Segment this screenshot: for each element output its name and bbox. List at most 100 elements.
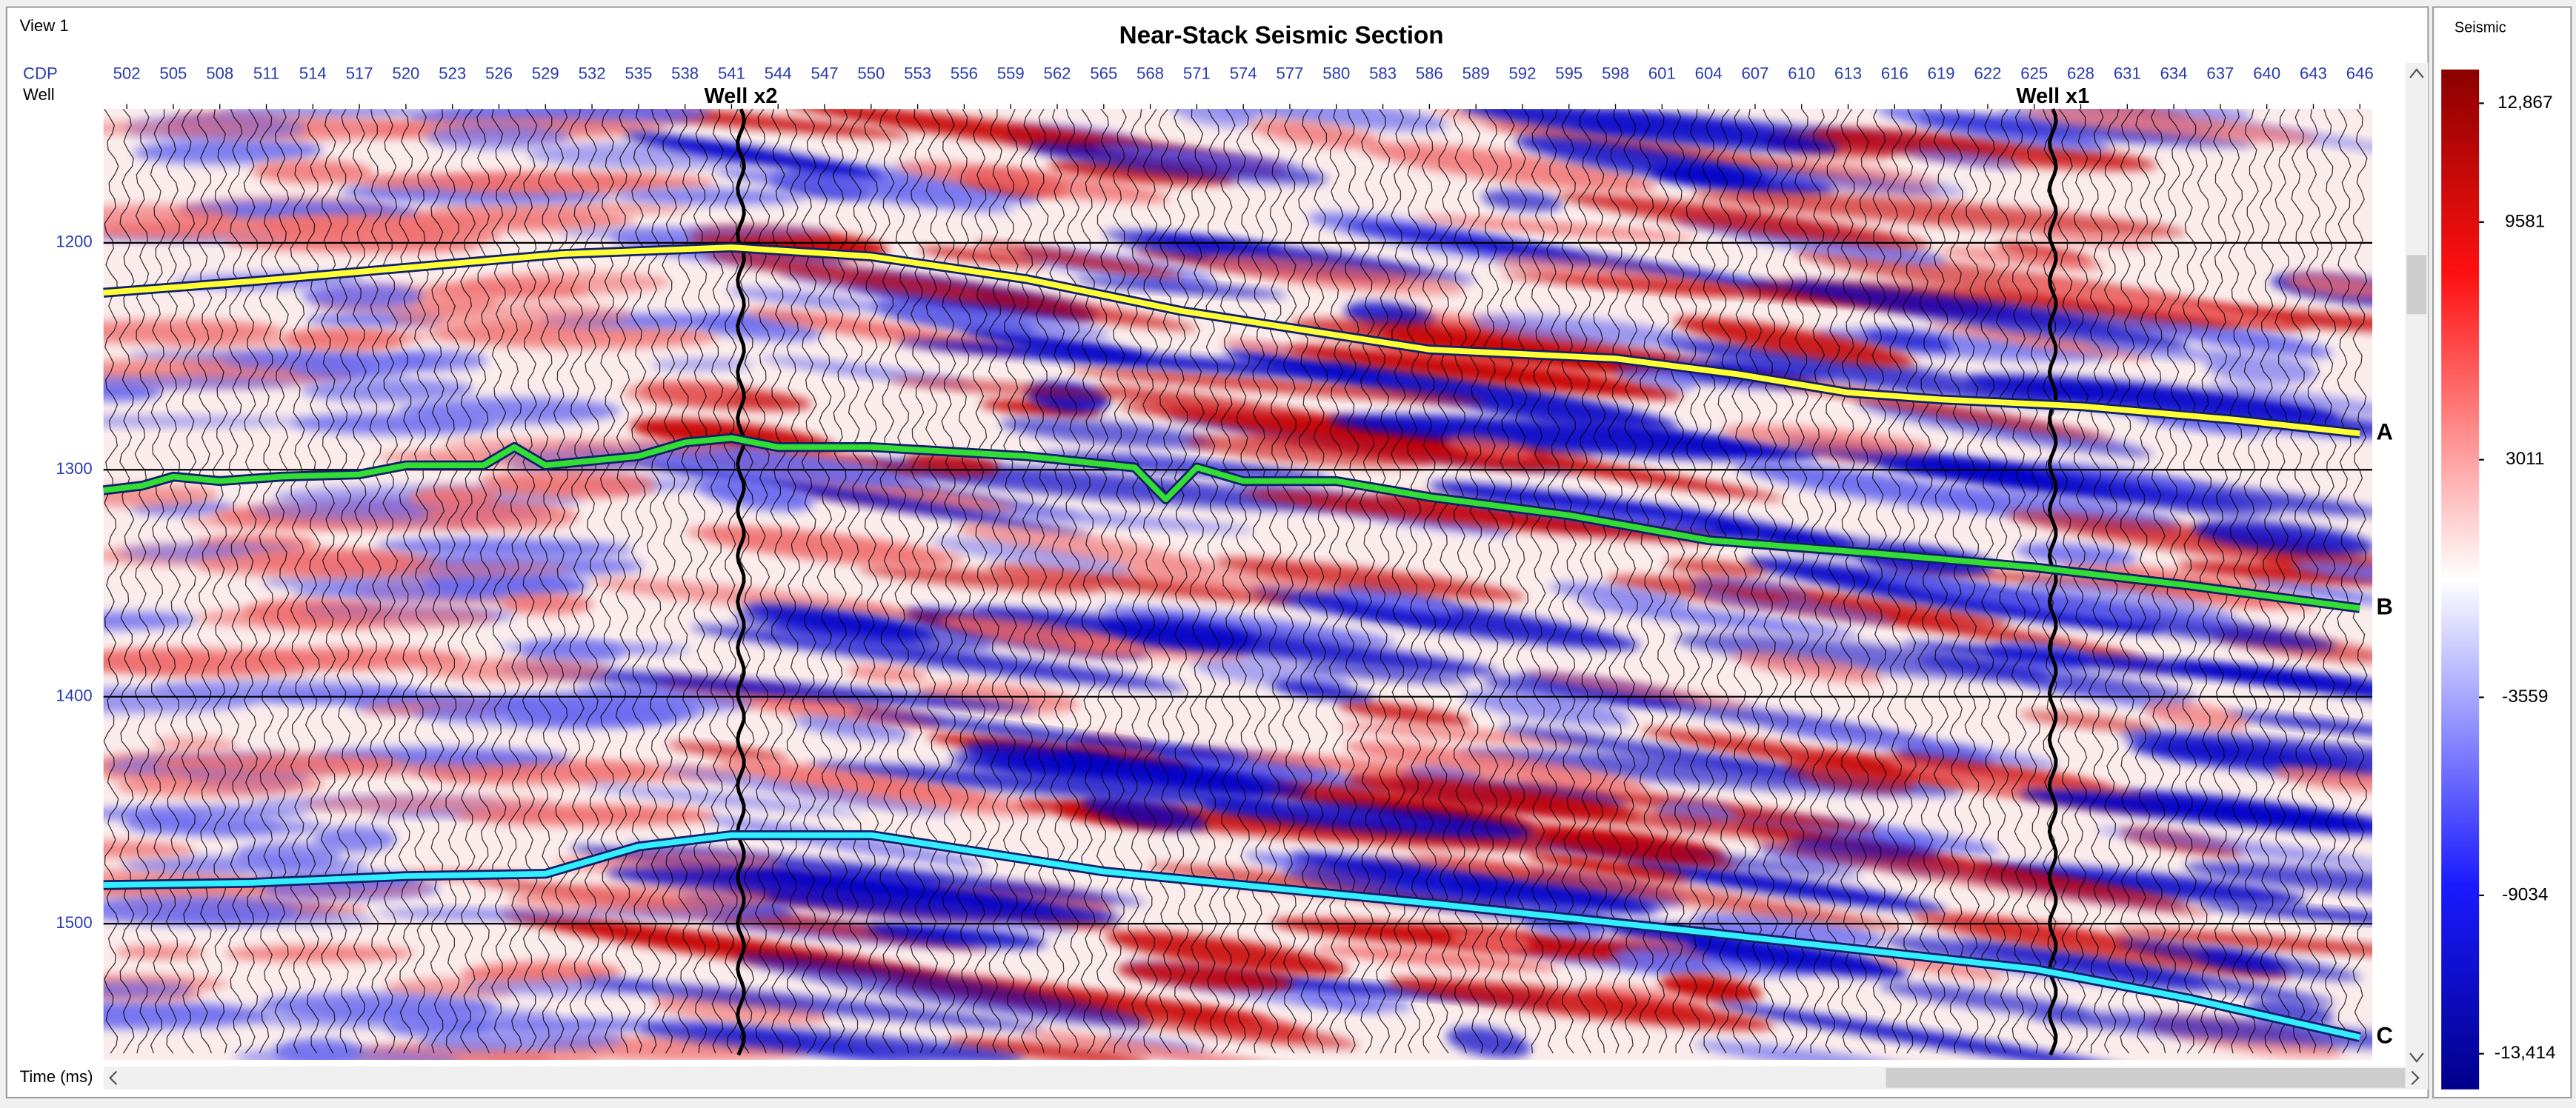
trace [1948,109,1965,1054]
trace [490,109,507,1054]
trace [1142,109,1159,1054]
trace [1405,109,1422,1054]
x-tick-label: 565 [1090,64,1117,82]
amplitude-patch [2000,278,2293,327]
amplitude-patch [1074,278,1288,298]
amplitude-patch [1883,936,2209,990]
amplitude-patch [1185,435,1434,468]
amplitude-patch [589,578,895,614]
amplitude-patch [2016,382,2373,441]
trace [646,109,662,1054]
amplitude-patch [2120,731,2373,789]
trace [1763,109,1779,1054]
trace [1731,109,1748,1054]
amplitude-patch [429,280,589,298]
y-tick-label: 1500 [56,913,92,932]
amplitude-patch [867,924,1048,948]
trace [196,109,213,1054]
amplitude-patch [1336,723,1595,746]
trace [1608,109,1624,1054]
amplitude-patch [557,227,833,238]
trace [1964,109,1980,1054]
trace [351,109,367,1054]
amplitude-patch [896,340,1386,380]
amplitude-patch [1414,216,1697,241]
amplitude-patch [947,1038,1151,1060]
trace [1251,109,1267,1054]
trace [1980,109,1996,1054]
x-tick-label: 535 [625,64,652,82]
amplitude-patch [2273,764,2373,793]
x-tick-label: 571 [1183,64,1211,82]
trace [630,109,647,1054]
amplitude-patch [650,358,754,371]
scroll-right-arrow[interactable] [2411,1070,2420,1086]
trace-group [103,109,2368,1054]
trace [1654,109,1670,1054]
trace [1700,109,1717,1054]
trace [1127,109,1143,1054]
x-tick-label: 556 [951,64,978,82]
amplitude-patch [1514,136,1771,186]
amplitude-patch [1855,401,2154,457]
x-tick-label: 613 [1834,64,1862,82]
amplitude-patch [2204,353,2318,384]
amplitude-patch [2199,904,2373,928]
trace [537,109,553,1054]
scroll-left-arrow[interactable] [109,1070,118,1086]
trace [693,109,709,1054]
trace [1840,109,1856,1054]
x-tick-label: 595 [1555,64,1582,82]
trace [181,109,197,1054]
trace [2243,109,2260,1054]
trace [1794,109,1810,1054]
amplitude-patch [498,666,1037,711]
x-tick-label: 631 [2114,64,2141,82]
trace [1716,109,1732,1054]
well-row-label: Well [23,85,55,104]
amplitude-patch [889,378,1119,398]
amplitude-patch [1785,156,1943,185]
x-tick-label: 646 [2346,64,2374,82]
trace [289,109,305,1054]
colorbar-tick-label: 9581 [2505,211,2545,231]
x-tick-label: 529 [532,64,559,82]
x-tick-label: 577 [1277,64,1304,82]
vertical-scroll-thumb[interactable] [2406,255,2427,315]
amplitude-patch [1548,582,1691,608]
amplitude-patch [127,819,330,835]
trace [1638,109,1655,1054]
vertical-scrollbar[interactable] [2405,62,2429,1069]
trace [1173,109,1190,1054]
x-tick-label: 598 [1602,64,1629,82]
x-tick-label: 553 [904,64,931,82]
x-tick-label: 643 [2300,64,2327,82]
trace [1065,109,1081,1054]
amplitude-patch [1314,946,1560,971]
trace [1266,109,1282,1054]
trace [1018,109,1034,1054]
amplitude-patch [1362,142,1657,192]
trace [506,109,523,1054]
x-tick-label: 601 [1648,64,1676,82]
trace [2088,109,2104,1054]
horizon [103,435,2360,612]
trace [1096,109,1112,1054]
trace [320,109,336,1054]
horizontal-scroll-thumb[interactable] [1886,1068,2406,1088]
amplitude-patch [217,109,422,121]
x-tick-label: 628 [2067,64,2094,82]
trace [1002,109,1019,1054]
amplitude-patch [1434,109,1584,138]
scroll-down-arrow[interactable] [2409,1052,2424,1063]
amplitude-patch [1171,109,1257,127]
trace [2352,109,2368,1054]
x-tick-label: 502 [113,64,141,82]
amplitude-patch [2197,950,2286,972]
trace [1809,109,1826,1054]
amplitude-patch [1658,338,2069,407]
scroll-up-arrow[interactable] [2409,68,2424,79]
amplitude-patch [809,762,1282,807]
amplitude-patch [1299,664,1469,684]
amplitude-patch [622,381,738,405]
